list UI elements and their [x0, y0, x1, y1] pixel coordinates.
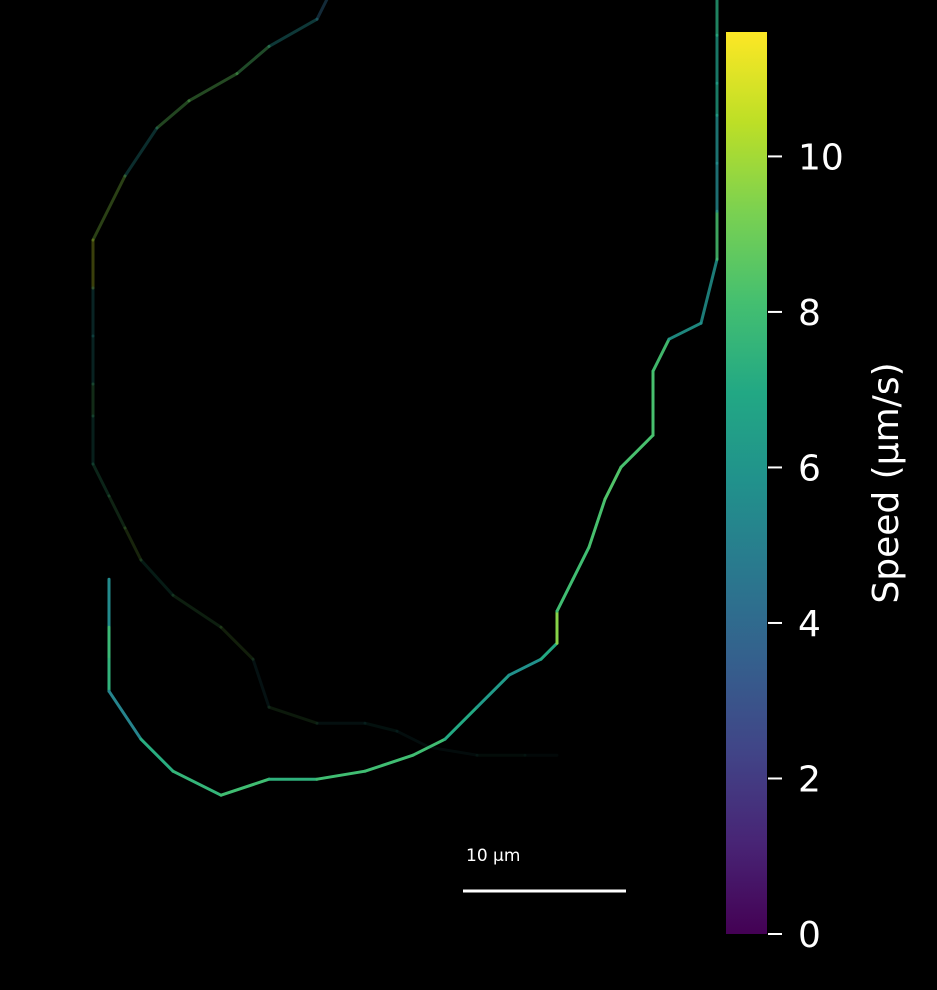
trajectory-segment [267, 17, 319, 48]
trajectory-segment [411, 737, 447, 757]
trajectory-segment [107, 494, 127, 530]
colorbar-tick-label: 6 [798, 448, 821, 489]
trajectory-segment [363, 753, 415, 773]
trajectory-segment [155, 99, 191, 130]
colorbar-gradient [726, 32, 767, 934]
trajectory-segment [539, 641, 559, 661]
colorbar-ticks: 0 2 4 6 8 10 [768, 137, 844, 956]
trajectory-segment [123, 126, 159, 178]
trajectory-segment [219, 777, 271, 797]
trajectory-segment [363, 721, 399, 733]
colorbar-tick-label: 10 [798, 137, 844, 178]
trajectory-segment [571, 545, 591, 581]
trajectory-segment [251, 657, 271, 709]
trajectory-segment [587, 497, 607, 549]
cell-trajectory [91, 0, 719, 797]
trajectory-segment [555, 577, 575, 613]
trajectory-segment [139, 558, 175, 597]
trajectory-segment [619, 433, 655, 469]
scale-bar: 10 µm [463, 846, 626, 893]
colorbar: 0 2 4 6 8 10 Speed (µm/s) [726, 32, 907, 956]
trajectory-segment [107, 689, 143, 741]
trajectory-segment [395, 729, 431, 749]
trajectory-segment [603, 465, 623, 501]
trajectory-segment [171, 769, 223, 797]
trajectory-segment [507, 657, 543, 677]
colorbar-tick-label: 0 [798, 915, 821, 956]
trajectory-segment [315, 0, 329, 21]
trajectory-segment [667, 321, 703, 341]
colorbar-tick-label: 2 [798, 759, 821, 800]
colorbar-label: Speed (µm/s) [866, 362, 907, 603]
colorbar-tick-label: 8 [798, 293, 821, 334]
colorbar-tick-label: 4 [798, 604, 821, 645]
scale-bar-label: 10 µm [466, 846, 520, 866]
trajectory-segment [139, 737, 175, 773]
trajectory-segment [315, 769, 367, 781]
trajectory-segment [91, 462, 111, 498]
trajectory-segment [235, 44, 271, 76]
trajectory-segment [443, 705, 479, 741]
trajectory-segment [187, 72, 239, 103]
trajectory-segment [475, 673, 511, 709]
trajectory-segment [123, 526, 143, 562]
trajectory-segment [91, 174, 127, 242]
trajectory-segment [267, 705, 319, 725]
trajectory-segment [219, 625, 255, 661]
trajectory-segment [171, 593, 223, 629]
trajectory-segment [427, 745, 479, 757]
trajectory-segment [699, 257, 719, 325]
trajectory-segment [651, 337, 671, 373]
